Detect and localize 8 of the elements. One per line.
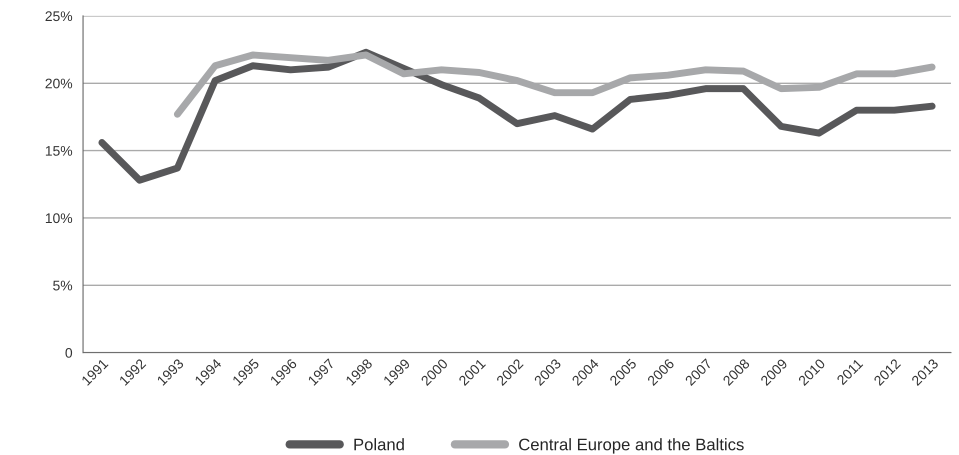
y-tick-label: 10% — [46, 213, 72, 224]
y-tick-label: 20% — [46, 78, 72, 88]
legend-label: Poland — [354, 438, 404, 450]
legend-label: Central Europe and the Baltics — [519, 438, 744, 454]
y-tick-label: 0 — [65, 348, 72, 358]
y-tick-label: 15% — [46, 146, 72, 156]
y-tick-label: 5% — [53, 280, 72, 290]
y-tick-label: 25% — [46, 11, 72, 22]
